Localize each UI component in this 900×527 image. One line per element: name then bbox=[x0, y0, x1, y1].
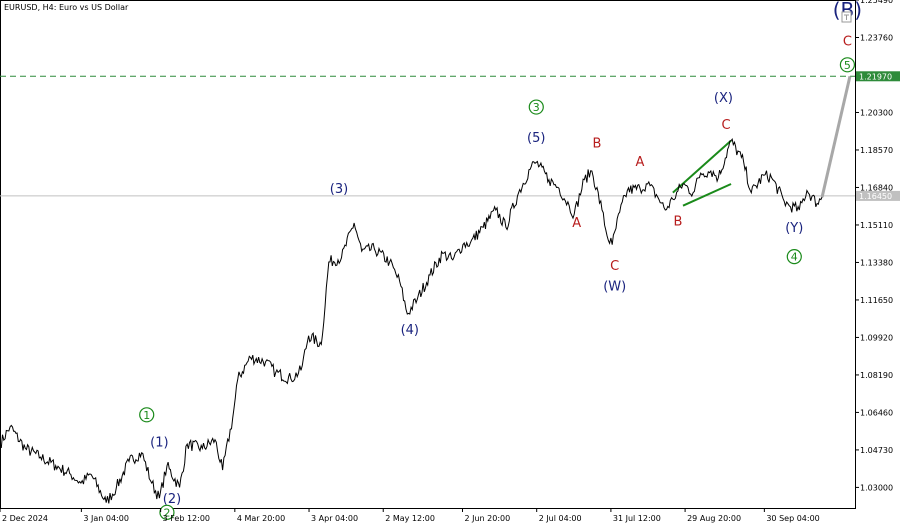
y-tick-label: 1.16840 bbox=[860, 183, 893, 192]
wave-label: (X) bbox=[714, 91, 733, 106]
svg-text:3: 3 bbox=[533, 101, 540, 114]
wave-label: (1) bbox=[150, 435, 168, 450]
y-tick-label: 1.18570 bbox=[860, 146, 893, 155]
wave-label: C bbox=[843, 35, 852, 50]
plot-area bbox=[0, 0, 856, 509]
y-axis: 1.25490 1.23760 1.20300 1.18570 1.16840 1.151… bbox=[855, 0, 893, 492]
triangle-line bbox=[682, 183, 732, 207]
wave-label: C bbox=[721, 118, 730, 133]
wave-label: (5) bbox=[527, 131, 545, 146]
x-tick-label: 2 Dec 2024 bbox=[2, 514, 48, 523]
wave-label: (2) bbox=[163, 492, 181, 507]
x-axis: 2 Dec 2024 3 Jan 04:00 3 Feb 12:00 4 Mar 20… bbox=[0, 508, 820, 523]
x-tick-label: 3 Feb 12:00 bbox=[163, 514, 210, 523]
wave-label: (3) bbox=[330, 182, 348, 197]
wave-labels: (B) C 5 (X) C A B 3 (5) B A C (W) (Y) 4 (3) (4) 1(1) (2)2 bbox=[139, 0, 862, 520]
x-tick-label: 30 Sep 04:00 bbox=[766, 514, 819, 523]
wave-circle-label: 1 bbox=[139, 407, 155, 423]
wave-label: (4) bbox=[401, 323, 419, 338]
y-tick-label: 1.06460 bbox=[860, 408, 893, 417]
svg-text:1: 1 bbox=[143, 409, 150, 422]
y-tick-label: 1.20300 bbox=[860, 108, 893, 117]
y-tick-label: 1.11650 bbox=[860, 296, 893, 305]
wave-label: (Y) bbox=[785, 221, 803, 236]
level-tag bbox=[856, 71, 900, 82]
y-tick-label: 1.09920 bbox=[860, 333, 893, 342]
projection-line bbox=[820, 75, 852, 198]
x-tick-label: 2 Jun 20:00 bbox=[464, 514, 510, 523]
y-tick-label: 1.13380 bbox=[860, 258, 893, 267]
chart-title: EURUSD, H4: Euro vs US Dollar bbox=[4, 3, 129, 12]
reference-lines: 1.21970 1.16450 bbox=[0, 71, 900, 207]
wave-circle-label: 4 bbox=[786, 249, 802, 265]
svg-text:5: 5 bbox=[844, 59, 851, 72]
y-tick-label: 1.04730 bbox=[860, 446, 893, 455]
wave-circle-label: 3 bbox=[528, 99, 544, 115]
scroll-icon[interactable] bbox=[841, 11, 852, 23]
y-tick-label: 1.23760 bbox=[860, 33, 893, 42]
y-tick-label: 1.03000 bbox=[860, 483, 893, 492]
level-tag-label: 1.16450 bbox=[859, 192, 892, 201]
wave-label: (W) bbox=[603, 279, 626, 294]
wave-label: B bbox=[593, 136, 602, 151]
price-line bbox=[0, 137, 823, 504]
x-tick-label: 29 Aug 20:00 bbox=[687, 514, 741, 523]
wave-label: B bbox=[673, 214, 682, 229]
wave-label: C bbox=[610, 259, 619, 274]
x-tick-label: 3 Apr 04:00 bbox=[311, 514, 358, 523]
x-tick-label: 2 Jul 04:00 bbox=[539, 514, 582, 523]
wave-circle-label: 2 bbox=[159, 504, 175, 520]
wave-label: A bbox=[572, 216, 581, 231]
svg-text:4: 4 bbox=[791, 251, 798, 264]
level-tag bbox=[856, 190, 900, 201]
svg-text:2: 2 bbox=[163, 506, 170, 519]
y-tick-label: 1.15110 bbox=[860, 221, 893, 230]
x-tick-label: 4 Mar 20:00 bbox=[237, 514, 285, 523]
x-tick-label: 31 Jul 12:00 bbox=[613, 514, 661, 523]
wave-label: A bbox=[636, 155, 645, 170]
y-tick-label: 1.08190 bbox=[860, 371, 893, 380]
level-tag-label: 1.21970 bbox=[859, 72, 892, 81]
y-tick-label: 1.25490 bbox=[860, 0, 893, 5]
wave-label: (B) bbox=[833, 0, 862, 22]
price-series bbox=[0, 137, 823, 504]
wave-circle-label: 5 bbox=[839, 57, 856, 73]
x-tick-label: 3 Jan 04:00 bbox=[83, 514, 129, 523]
triangle-line bbox=[672, 139, 732, 194]
x-tick-label: 2 May 12:00 bbox=[385, 514, 435, 523]
